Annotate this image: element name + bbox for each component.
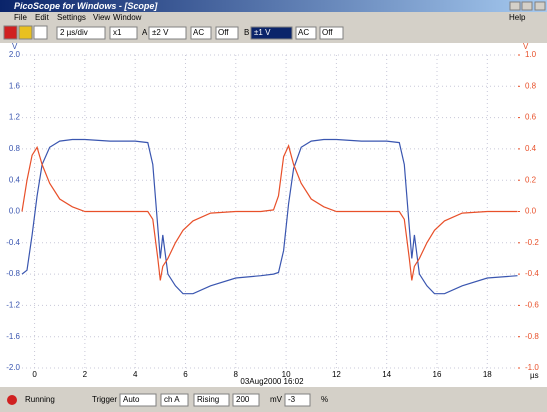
window-title: PicoScope for Windows - [Scope] bbox=[14, 1, 158, 11]
range: ±1 V bbox=[254, 28, 271, 37]
y-tick-label: -0.8 bbox=[6, 269, 20, 278]
y-tick-label: -2.0 bbox=[6, 363, 20, 372]
y-tick-label: 0.8 bbox=[9, 144, 21, 153]
trigger-mode: Auto bbox=[123, 395, 140, 404]
y2-tick-label: 0.0 bbox=[525, 207, 537, 216]
y2-tick-label: 0.4 bbox=[525, 144, 537, 153]
x-tick-label: 12 bbox=[332, 370, 341, 379]
coupling-dropdown[interactable] bbox=[295, 26, 317, 40]
x-tick-label: 6 bbox=[183, 370, 188, 379]
y-tick-label: -1.6 bbox=[6, 332, 20, 341]
trigger-mode-dropdown[interactable] bbox=[119, 393, 157, 407]
range-dropdown[interactable] bbox=[148, 26, 187, 40]
run-state: Running bbox=[25, 395, 55, 404]
series-line bbox=[21, 144, 518, 281]
x-tick-label: 0 bbox=[32, 370, 37, 379]
y-tick-label: 0.4 bbox=[9, 175, 21, 184]
x-tick-label: 10 bbox=[282, 370, 291, 379]
x-tick-label: 14 bbox=[382, 370, 391, 379]
y-tick-label: 2.0 bbox=[9, 50, 21, 59]
menu-item[interactable]: Edit bbox=[35, 13, 50, 22]
trigger-level-input[interactable] bbox=[232, 393, 260, 407]
trigger-label: Trigger bbox=[92, 395, 117, 404]
y-tick-label: -1.2 bbox=[6, 301, 20, 310]
timebase: 2 µs/div bbox=[60, 28, 88, 37]
y-tick-label: -0.4 bbox=[6, 238, 20, 247]
y2-axis-unit: V bbox=[523, 42, 529, 51]
trigger-edge-dropdown[interactable] bbox=[193, 393, 230, 407]
trigger-channel-dropdown[interactable] bbox=[160, 393, 189, 407]
y2-tick-label: -0.6 bbox=[525, 301, 539, 310]
x-tick-label: 4 bbox=[133, 370, 138, 379]
y2-tick-label: 0.6 bbox=[525, 113, 537, 122]
level-unit: mV bbox=[270, 395, 283, 404]
menu-item[interactable]: Window bbox=[113, 13, 142, 22]
y-tick-label: 1.6 bbox=[9, 81, 21, 90]
offset-dropdown[interactable] bbox=[215, 26, 239, 40]
y2-tick-label: -0.2 bbox=[525, 238, 539, 247]
y-axis-unit: V bbox=[12, 42, 18, 51]
run-icon[interactable] bbox=[7, 395, 17, 405]
trigger-channel: ch A bbox=[164, 395, 180, 404]
x-tick-label: 18 bbox=[483, 370, 492, 379]
coupling-dropdown[interactable] bbox=[190, 26, 212, 40]
plot-area bbox=[0, 43, 547, 387]
channel-label: B bbox=[244, 28, 249, 37]
y2-tick-label: 0.8 bbox=[525, 81, 537, 90]
minimize-button[interactable] bbox=[509, 1, 521, 11]
menu-item[interactable]: File bbox=[14, 13, 27, 22]
offset-dropdown[interactable] bbox=[319, 26, 344, 40]
menu-item[interactable]: View bbox=[93, 13, 110, 22]
x-tick-label: 16 bbox=[433, 370, 442, 379]
title-bar bbox=[0, 0, 547, 12]
coupling: AC bbox=[298, 28, 309, 37]
maximize-button[interactable] bbox=[521, 1, 533, 11]
y2-tick-label: 1.0 bbox=[525, 50, 537, 59]
menu-item[interactable]: Settings bbox=[57, 13, 86, 22]
timebase-dropdown[interactable] bbox=[56, 26, 106, 40]
y2-tick-label: 0.2 bbox=[525, 175, 537, 184]
timestamp: 03Aug2000 16:02 bbox=[240, 377, 304, 386]
delay: -3 bbox=[288, 395, 296, 404]
y2-tick-label: -0.4 bbox=[525, 269, 539, 278]
y-tick-label: 1.2 bbox=[9, 113, 21, 122]
trigger-edge: Rising bbox=[197, 395, 219, 404]
y2-tick-label: -0.8 bbox=[525, 332, 539, 341]
close-button[interactable] bbox=[534, 1, 546, 11]
range: ±2 V bbox=[152, 28, 169, 37]
offset: Off bbox=[218, 28, 229, 37]
offset: Off bbox=[322, 28, 333, 37]
tool-icon[interactable] bbox=[33, 25, 48, 40]
x-tick-label: 8 bbox=[234, 370, 239, 379]
delay-input[interactable] bbox=[284, 393, 311, 407]
trigger-level: 200 bbox=[236, 395, 250, 404]
y2-tick-label: -1.0 bbox=[525, 363, 539, 372]
x-tick-label: 2 bbox=[83, 370, 88, 379]
tool-icon[interactable] bbox=[18, 25, 33, 40]
delay-unit: % bbox=[321, 395, 328, 404]
coupling: AC bbox=[193, 28, 204, 37]
series-line bbox=[21, 138, 518, 295]
multiplier: x1 bbox=[113, 28, 122, 37]
menu-item[interactable]: Help bbox=[509, 13, 526, 22]
y-tick-label: 0.0 bbox=[9, 207, 21, 216]
stop-icon[interactable] bbox=[3, 25, 18, 40]
x-axis-unit: µs bbox=[530, 371, 539, 380]
multiplier-dropdown[interactable] bbox=[109, 26, 138, 40]
range-dropdown[interactable] bbox=[250, 26, 293, 40]
channel-label: A bbox=[142, 28, 148, 37]
